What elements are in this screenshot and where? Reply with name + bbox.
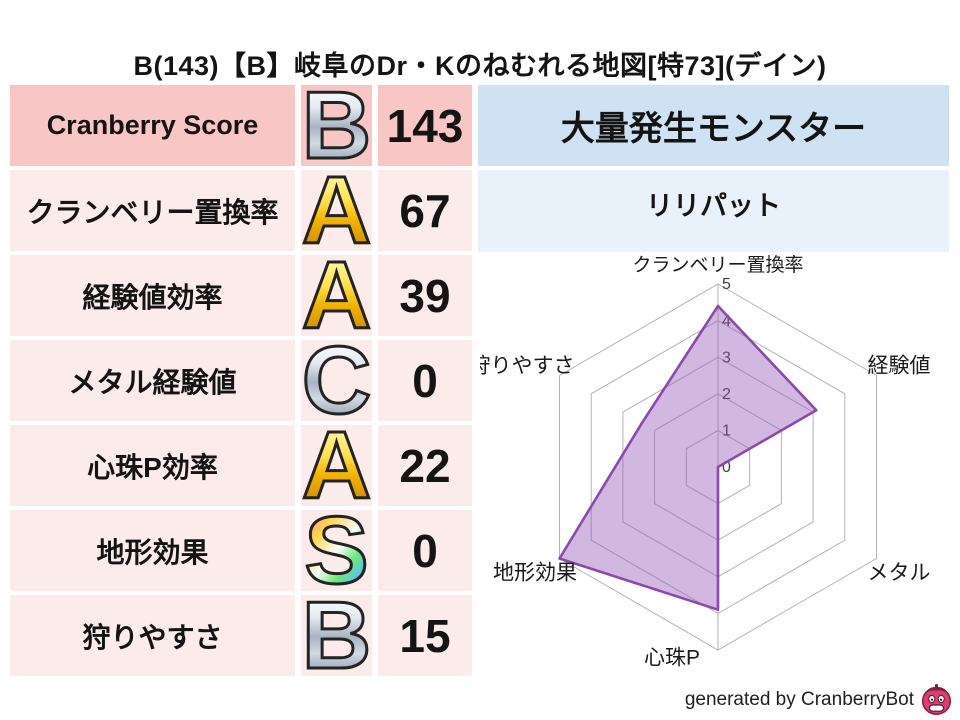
score-row-grade: S [301, 497, 372, 604]
score-row-label: Cranberry Score [10, 85, 295, 166]
radar-axis-label: メタル [868, 562, 931, 585]
grade-letter: C [300, 327, 372, 434]
score-row-label: 経験値効率 [10, 255, 295, 336]
radar-data-polygon [558, 304, 818, 612]
score-row-grade: B [300, 72, 372, 179]
score-row-grade: C [300, 327, 372, 434]
radar-tick-label: 4 [722, 313, 731, 330]
monster-name: リリパット [478, 170, 949, 252]
radar-axis-label: 地形効果 [493, 562, 577, 585]
radar-axis-label: 心珠P [644, 647, 700, 670]
radar-tick-label: 0 [722, 459, 731, 476]
score-row-value: 0 [378, 510, 472, 591]
grade-letter: A [300, 242, 372, 349]
score-row-label: 地形効果 [10, 510, 295, 591]
radar-tick-label: 3 [722, 349, 731, 366]
grade-letter: S [303, 497, 370, 604]
score-row-grade: A [300, 157, 372, 264]
grade-letter: B [300, 582, 372, 689]
score-row-value: 67 [378, 170, 472, 251]
score-row-grade: A [300, 242, 372, 349]
score-row-value: 15 [378, 595, 472, 676]
radar-tick-label: 5 [722, 276, 731, 293]
radar-tick-label: 1 [722, 423, 731, 440]
grade-letter: A [300, 412, 372, 519]
grade-letter: A [300, 157, 372, 264]
score-row-grade: B [300, 582, 372, 689]
radar-axis-label: クランベリー置換率 [632, 254, 803, 276]
score-row-label: クランベリー置換率 [10, 170, 295, 251]
radar-tick-label: 2 [722, 386, 731, 403]
page-title: B(143)【B】岐阜のDr・Kのねむれる地図[特73](デイン) [133, 51, 827, 81]
cranberry-mascot-icon [921, 684, 952, 715]
score-row-value: 39 [378, 255, 472, 336]
score-row-value: 0 [378, 340, 472, 421]
radar-axis-label: 経験値 [868, 355, 931, 378]
radar-axis-label: 狩りやすさ [480, 355, 575, 378]
score-row-value: 22 [378, 425, 472, 506]
grade-letter: B [300, 72, 372, 179]
monster-panel-header: 大量発生モンスター [478, 85, 949, 166]
score-table: Cranberry Score B 143 クランベリー置換率 A 67 経験値… [10, 72, 472, 689]
score-row-label: メタル経験値 [10, 340, 295, 421]
score-row-label: 心珠P効率 [10, 425, 295, 506]
score-row-grade: A [300, 412, 372, 519]
footer: generated by CranberryBot [685, 682, 954, 717]
credit-text: generated by CranberryBot [684, 688, 914, 710]
score-row-label: 狩りやすさ [10, 595, 295, 676]
score-row-value: 143 [378, 85, 472, 166]
